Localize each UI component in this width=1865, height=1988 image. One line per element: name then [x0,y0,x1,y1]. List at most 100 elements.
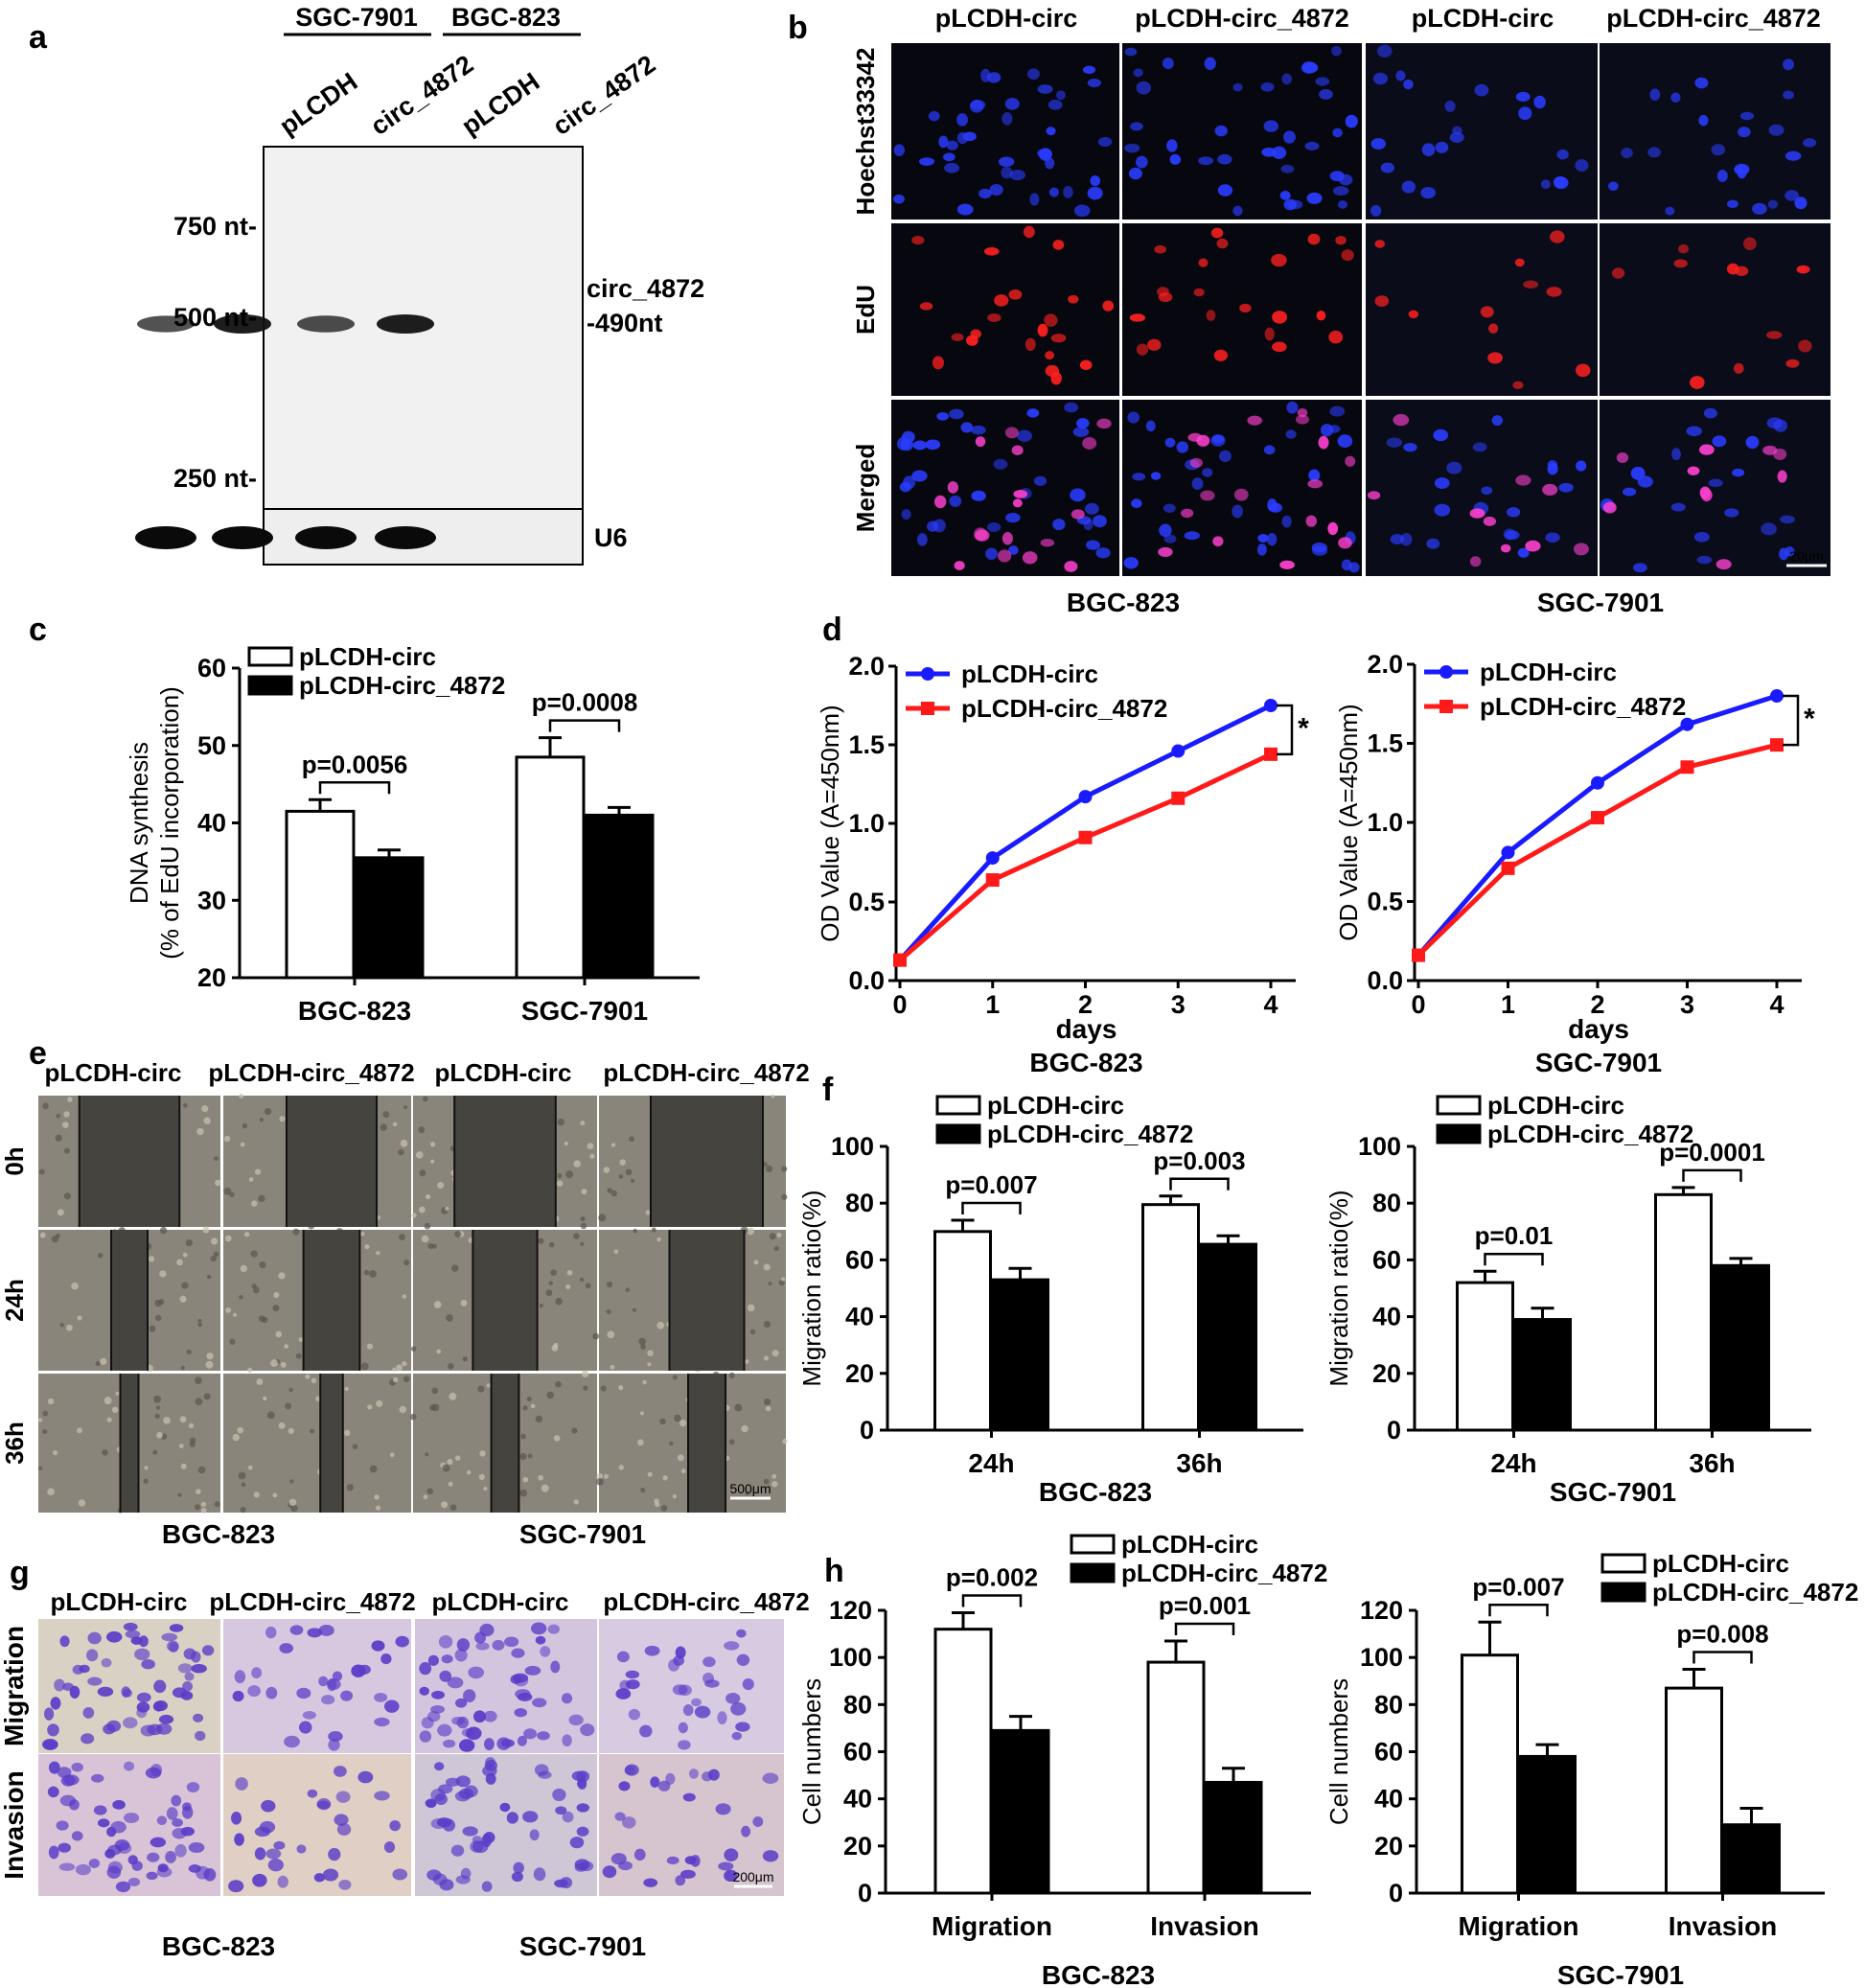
blue-nucleus [1308,469,1321,482]
cell-texture [680,1468,686,1474]
cell-texture [52,1450,58,1456]
cell-texture [153,1395,162,1403]
stained-cell [576,1803,590,1813]
bar-pLCDH-circ [1146,1660,1206,1895]
wound-gap [472,1230,538,1371]
cell-texture [154,1314,162,1322]
wound-gap [669,1230,745,1371]
cell-texture [295,1352,302,1359]
blue-nucleus [1085,540,1100,550]
cell-texture [583,1385,588,1391]
panel-f-migration-chart-sgc7901: 02040608010024hp=0.0136hp=0.0001pLCDH-ci… [1324,1091,1811,1507]
stained-cell [531,1698,547,1708]
cell-texture [259,1260,266,1269]
stained-cell [177,1663,193,1674]
stained-cell [357,1770,374,1784]
cell-texture [247,1465,253,1470]
stained-cell [150,1764,163,1777]
significance-bracket [1277,704,1294,756]
y-tick-label: 20 [1374,1832,1403,1861]
stained-cell [576,1826,589,1837]
stained-cell [134,1648,150,1661]
stained-cell [437,1723,452,1737]
blue-nucleus [1048,187,1060,197]
stained-cell [395,1635,409,1648]
stained-cell [228,1880,244,1893]
cell-texture [38,1168,45,1175]
cell-texture [155,1405,161,1410]
blue-nucleus [919,157,935,166]
cell-texture [522,1405,528,1411]
merged-nucleus [1500,543,1511,553]
row-label: EdU [851,285,880,335]
cell-texture [201,1105,209,1113]
edu-positive-nucleus [1550,230,1565,243]
blue-nucleus [1283,198,1298,211]
edu-positive-nucleus [1374,295,1390,308]
stained-cell [201,1645,215,1656]
cell-texture [606,1281,613,1288]
edu-positive-nucleus [1023,225,1035,239]
blue-nucleus [1671,448,1681,461]
cell-texture [596,1472,604,1480]
cell-texture [526,1396,532,1402]
blue-nucleus [985,547,999,561]
blue-nucleus [1198,156,1214,166]
cell-texture [143,1478,149,1484]
edu-positive-nucleus [1523,280,1539,289]
stained-cell [332,1671,343,1681]
blue-nucleus [1403,443,1417,452]
edu-positive-nucleus [1785,358,1800,368]
y-axis-title: OD Value (A=450nm) [1334,704,1363,940]
cell-texture [205,1360,214,1369]
blue-nucleus [1001,166,1013,179]
cell-texture [555,1297,564,1306]
x-tick-label: 1 [985,990,1000,1019]
stained-cell [639,1724,653,1738]
stained-cell [524,1665,541,1676]
panel-h-cell-number-chart-sgc7901: 0 20 40 60 80 100 120 Migration p=0.007 Invasion p… [1324,1549,1858,1988]
stained-cell [618,1861,633,1871]
stained-cell [447,1676,464,1689]
stained-cell [666,1856,679,1865]
panel-letter-c: c [29,612,47,648]
stained-cell [138,1635,149,1648]
stained-cell [562,1811,574,1823]
significance-bracket [1692,1651,1753,1664]
blue-nucleus [1331,45,1342,57]
stained-cell [182,1802,192,1812]
blue-nucleus [956,203,974,216]
cell-texture [747,1227,755,1236]
blue-nucleus [1435,141,1449,153]
bar-pLCDH-circ-4872 [991,1728,1050,1895]
p-value: p=0.007 [945,1170,1037,1199]
stained-cell [338,1879,352,1890]
cell-texture [566,1269,573,1276]
edu-positive-nucleus [1154,244,1167,254]
cell-texture [571,1427,578,1434]
merged-nucleus [1318,435,1329,450]
cell-texture [734,1403,743,1412]
merged-nucleus [1233,488,1249,501]
merged-nucleus [1297,407,1308,418]
panel-e-wound-images: pLCDH-circ pLCDH-circ_4872 pLCDH-circ pLCDH… [0,1058,810,1549]
blue-nucleus [1009,170,1025,181]
cell-texture [656,1237,661,1242]
y-axis-title: (% of EdU incorporation) [155,686,184,959]
cell-texture [196,1489,201,1494]
wound-gap [303,1230,360,1371]
p-value: p=0.0008 [532,688,638,717]
edu-positive-nucleus [1690,376,1705,389]
blue-nucleus [1202,468,1213,477]
edu-positive-nucleus [1272,311,1287,324]
blue-nucleus [969,100,984,113]
cell-texture [344,1429,351,1437]
wound-gap [491,1374,519,1513]
blue-nucleus [1232,205,1243,217]
p-value: p=0.002 [946,1562,1038,1591]
blue-nucleus [956,131,968,145]
y-tick-label: 60 [197,654,226,682]
stained-cell [186,1782,200,1792]
edu-positive-nucleus [1726,263,1739,275]
stained-cell [166,1807,178,1820]
